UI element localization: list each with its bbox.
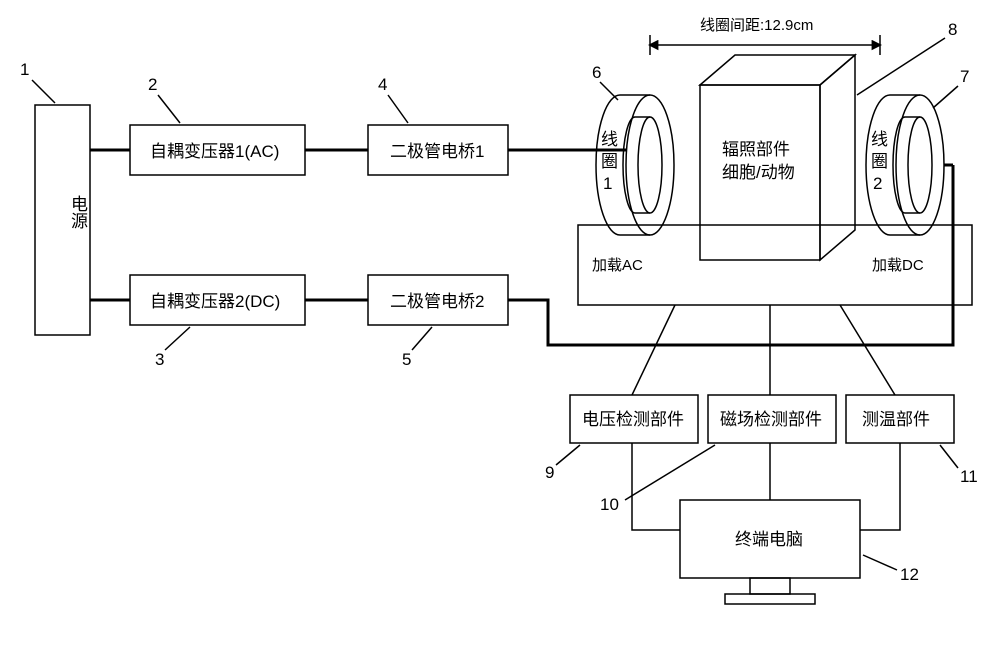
br2-num: 5 (402, 350, 411, 369)
pc-num: 12 (900, 565, 919, 584)
svg-text:线圈1: 线圈1 (601, 130, 618, 193)
svg-text:辐照部件: 辐照部件 (722, 140, 790, 159)
power-num: 1 (20, 60, 29, 79)
coil2-load: 加载DC (872, 257, 924, 274)
at1-num: 2 (148, 75, 157, 94)
volt-label: 电压检测部件 (582, 410, 684, 429)
mag-label: 磁场检测部件 (720, 410, 822, 429)
svg-text:细胞/动物: 细胞/动物 (722, 163, 795, 182)
coil2: 线圈2 (866, 95, 944, 235)
distance-label: 线圈间距:12.9cm (700, 17, 813, 34)
sample-num: 8 (948, 20, 957, 39)
br2-label: 二极管电桥2 (390, 292, 484, 311)
volt-num: 9 (545, 463, 554, 482)
power-block (35, 105, 90, 335)
pc-label: 终端电脑 (735, 530, 803, 549)
mag-num: 10 (600, 495, 619, 514)
at2-num: 3 (155, 350, 164, 369)
at1-label: 自耦变压器1(AC) (150, 142, 279, 161)
svg-text:线圈2: 线圈2 (871, 130, 888, 193)
coil2-num: 7 (960, 67, 969, 86)
coil1: 线圈1 (596, 95, 674, 235)
coil1-load: 加载AC (592, 257, 643, 274)
br1-num: 4 (378, 75, 387, 94)
coil1-num: 6 (592, 63, 601, 82)
temp-num: 11 (960, 467, 978, 486)
at2-label: 自耦变压器2(DC) (150, 292, 280, 311)
br1-label: 二极管电桥1 (390, 142, 484, 161)
temp-label: 测温部件 (862, 410, 930, 429)
